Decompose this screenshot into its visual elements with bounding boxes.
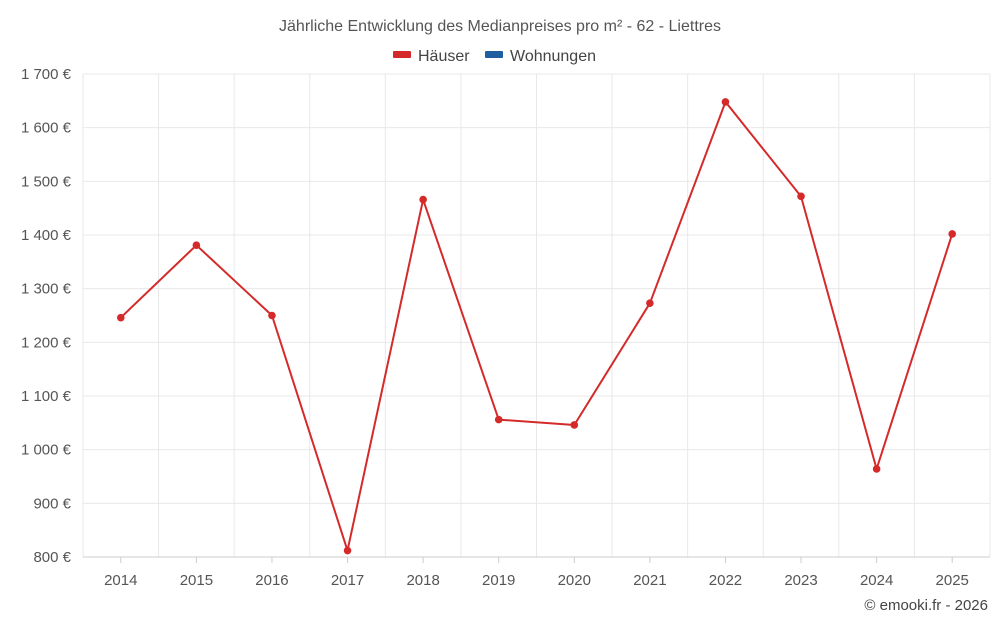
data-point[interactable]: 2017: 812 € bbox=[343, 546, 352, 555]
x-tick-label: 2015 bbox=[180, 572, 213, 589]
series-layer: 2014: 1246 € 2015: 1381 € 2016: 1250 € 2017… bbox=[116, 98, 957, 555]
credit-text: © emooki.fr - 2026 bbox=[864, 597, 988, 614]
legend-swatch-houses bbox=[393, 51, 411, 58]
series-line bbox=[120, 100, 954, 552]
y-tick-label: 1 100 € bbox=[21, 388, 72, 405]
data-point[interactable]: 2016: 1250 € bbox=[268, 311, 276, 320]
data-point[interactable]: 2018: 1466 € bbox=[419, 195, 427, 204]
x-tick-label: 2020 bbox=[558, 572, 591, 589]
chart-title: Jährliche Entwicklung des Medianpreises … bbox=[279, 18, 721, 35]
data-point[interactable]: 2021: 1273 € bbox=[646, 299, 654, 307]
y-tick-label: 900 € bbox=[33, 495, 71, 512]
data-point[interactable]: 2025: 1402 € bbox=[948, 230, 957, 238]
y-tick-label: 1 500 € bbox=[21, 173, 72, 190]
x-tick-label: 2021 bbox=[633, 572, 666, 589]
y-tick-label: 1 300 € bbox=[21, 281, 72, 298]
data-point[interactable]: 2023: 1472 € bbox=[797, 192, 805, 201]
legend-item-houses[interactable]: Häuser bbox=[393, 48, 470, 65]
legend-item-apartments[interactable]: Wohnungen bbox=[485, 48, 596, 65]
y-tick-label: 1 600 € bbox=[21, 120, 72, 137]
x-tick-label: 2024 bbox=[860, 572, 893, 589]
x-tick-label: 2018 bbox=[406, 572, 439, 589]
x-tick-label: 2023 bbox=[784, 572, 817, 589]
x-tick-label: 2022 bbox=[709, 572, 742, 589]
legend-swatch-apartments bbox=[485, 51, 503, 58]
legend-label-apartments: Wohnungen bbox=[510, 48, 596, 65]
y-tick-label: 1 400 € bbox=[21, 227, 72, 244]
x-tick-label: 2019 bbox=[482, 572, 515, 589]
y-tick-label: 800 € bbox=[33, 549, 71, 566]
data-point[interactable]: 2024: 964 € bbox=[872, 465, 881, 473]
x-tick-label: 2017 bbox=[331, 572, 364, 589]
y-tick-label: 1 000 € bbox=[21, 442, 72, 459]
x-tick-label: 2025 bbox=[936, 572, 969, 589]
data-point[interactable]: 2022: 1648 € bbox=[721, 98, 730, 106]
legend: Häuser Wohnungen bbox=[393, 48, 596, 65]
x-tick-label: 2014 bbox=[104, 572, 137, 589]
x-tick-label: 2016 bbox=[255, 572, 288, 589]
data-point[interactable]: 2019: 1056 € bbox=[494, 415, 503, 424]
x-gridlines bbox=[82, 74, 991, 557]
data-point[interactable]: 2015: 1381 € bbox=[192, 241, 201, 249]
data-point[interactable]: 2014: 1246 € bbox=[116, 313, 125, 322]
y-tick-label: 1 200 € bbox=[21, 334, 72, 351]
data-point[interactable]: 2020: 1046 € bbox=[570, 421, 579, 429]
legend-label-houses: Häuser bbox=[418, 48, 470, 65]
x-axis-tick-labels: 2014 2015 2016 2017 2018 2019 2020 2021 2022 2023… bbox=[104, 557, 969, 589]
y-tick-label: 1 700 € bbox=[21, 66, 72, 83]
y-axis-tick-labels: 800 € 900 € 1 000 € 1 100 € 1 200 € 1 300 € 1 … bbox=[21, 66, 72, 566]
